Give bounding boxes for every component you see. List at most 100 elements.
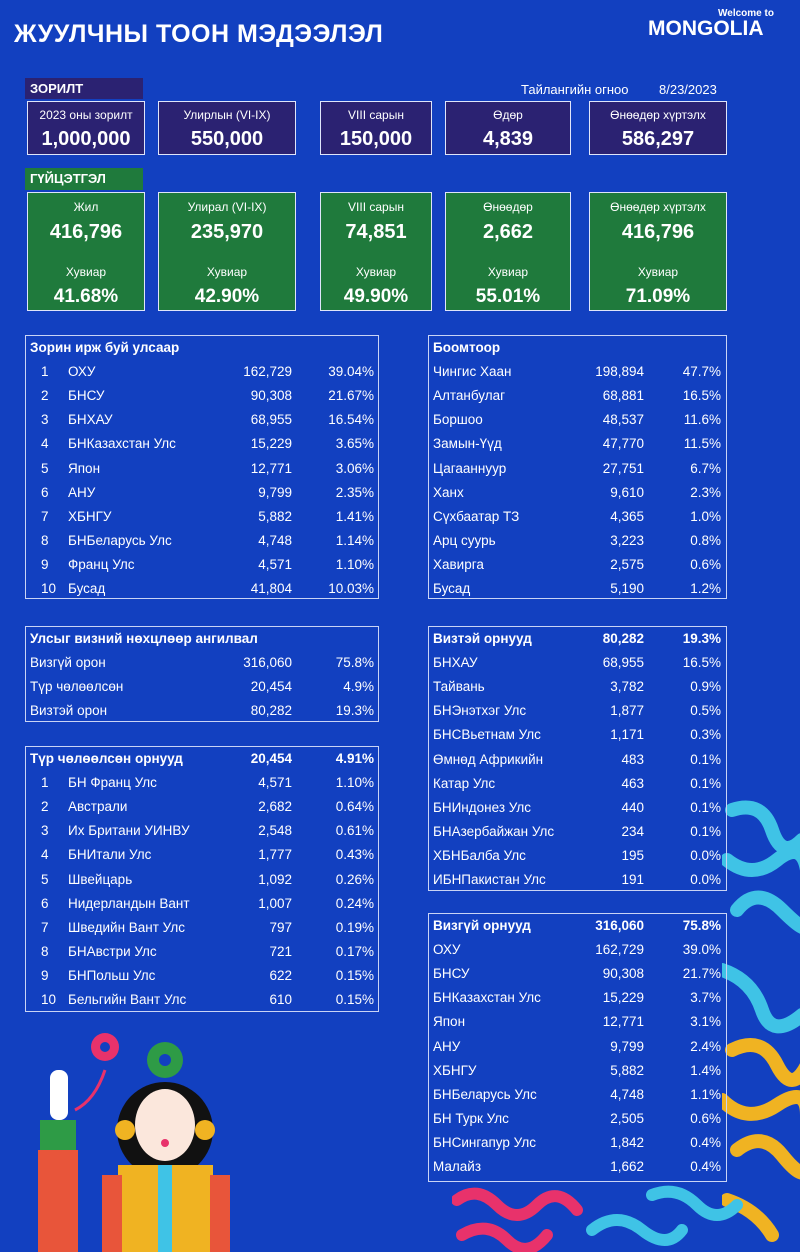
row-value: 9,799 — [258, 484, 292, 500]
card-pct: 49.90% — [343, 286, 409, 307]
card-pct-label: Хувиар — [206, 265, 248, 279]
row-pct: 3.65% — [335, 436, 374, 452]
row-pct: 39.04% — [328, 364, 374, 380]
row-value: 12,771 — [602, 1014, 644, 1030]
performance-card: Өнөөдөр хүртэлх 416,796 Хувиар 71.09% — [589, 192, 727, 311]
row-name: Түр чөлөөлсөн — [30, 679, 124, 695]
row-name: Боршоо — [433, 412, 483, 428]
card-label: Өдөр — [493, 108, 523, 122]
card-value: 416,796 — [621, 221, 695, 243]
row-pct: 0.1% — [690, 823, 721, 839]
row-value: 68,955 — [250, 412, 292, 428]
table-header-pct: 4.91% — [335, 751, 374, 766]
report-label: Тайлангийн огноо — [521, 82, 629, 97]
row-name: АНУ — [433, 1038, 461, 1054]
targets-heading: ЗОРИЛТ — [25, 78, 143, 99]
row-pct: 3.1% — [690, 1014, 721, 1030]
table-temp-exempt: Түр чөлөөлсөн орнууд 20,454 4.91% 1 БН Франц… — [25, 746, 379, 1012]
row-value: 721 — [269, 943, 292, 959]
row-name: Бусад — [68, 581, 106, 596]
row-pct: 0.4% — [690, 1134, 721, 1150]
row-number: 3 — [41, 823, 49, 839]
row-value: 80,282 — [250, 703, 292, 719]
row-pct: 0.17% — [335, 943, 374, 959]
row-value: 483 — [621, 751, 644, 767]
row-value: 4,748 — [610, 1086, 644, 1102]
row-pct: 16.5% — [682, 388, 721, 404]
table-countries: Зорин ирж буй улсаар 1 ОХУ 162,729 39.04% 2 БН… — [25, 335, 379, 599]
card-value: 4,839 — [482, 128, 534, 150]
row-name: ОХУ — [433, 942, 461, 958]
brand: MONGOLIA — [648, 17, 764, 40]
row-value: 27,751 — [602, 460, 644, 476]
row-pct: 1.10% — [335, 556, 374, 572]
row-number: 8 — [41, 532, 49, 548]
row-value: 3,782 — [610, 679, 644, 695]
row-value: 2,575 — [610, 556, 644, 572]
target-card: 2023 оны зорилт 1,000,000 — [27, 101, 145, 155]
table-title: Зорин ирж буй улсаар — [30, 340, 180, 355]
card-value: 2,662 — [482, 221, 534, 243]
row-number: 8 — [41, 943, 49, 959]
row-pct: 3.06% — [335, 460, 374, 476]
row-value: 316,060 — [243, 655, 292, 671]
row-number: 7 — [41, 919, 49, 935]
card-label: 2023 оны зорилт — [39, 108, 133, 122]
page-title: ЖУУЛЧНЫ ТООН МЭДЭЭЛЭЛ — [14, 20, 384, 48]
row-number: 10 — [41, 581, 57, 596]
row-pct: 39.0% — [682, 942, 721, 958]
row-pct: 0.4% — [690, 1159, 721, 1174]
row-name: ХБНГУ — [433, 1062, 477, 1078]
row-pct: 1.2% — [690, 581, 721, 596]
card-value: 586,297 — [621, 128, 695, 150]
card-label: VIII сарын — [348, 200, 404, 214]
row-name: БНКазахстан Улс — [433, 990, 541, 1006]
row-pct: 3.7% — [690, 990, 721, 1006]
row-pct: 0.64% — [335, 799, 374, 815]
card-pct-label: Хувиар — [637, 265, 679, 279]
row-name: БН Турк Улс — [433, 1110, 509, 1126]
table-header-value: 80,282 — [602, 631, 644, 646]
row-name: Бельгийн Вант Улс — [68, 992, 187, 1007]
row-value: 68,955 — [602, 655, 644, 671]
card-pct: 42.90% — [194, 286, 260, 307]
row-name: Чингис Хаан — [433, 364, 512, 380]
card-label: Өнөөдөр хүртэлх — [610, 108, 706, 122]
row-name: Австрали — [68, 799, 128, 815]
row-value: 1,877 — [610, 703, 644, 719]
row-pct: 1.1% — [690, 1086, 721, 1102]
card-pct: 41.68% — [53, 286, 119, 307]
card-value: 550,000 — [190, 128, 264, 150]
row-value: 9,799 — [610, 1038, 644, 1054]
row-value: 198,894 — [595, 364, 644, 380]
row-number: 6 — [41, 895, 49, 911]
row-name: Япон — [433, 1014, 466, 1030]
row-name: Сүхбаатар ТЗ — [433, 508, 520, 524]
row-name: Катар Улс — [433, 775, 496, 791]
row-value: 2,505 — [610, 1110, 644, 1126]
row-pct: 0.1% — [690, 775, 721, 791]
row-value: 15,229 — [602, 990, 644, 1006]
row-value: 12,771 — [250, 460, 292, 476]
row-pct: 0.15% — [335, 967, 374, 983]
card-value: 150,000 — [339, 128, 413, 150]
row-name: ОХУ — [68, 364, 96, 380]
row-value: 1,092 — [258, 871, 292, 887]
row-name: БНПольш Улс — [68, 967, 156, 983]
row-value: 622 — [269, 967, 292, 983]
row-pct: 16.54% — [328, 412, 374, 428]
target-card: Өдөр 4,839 — [445, 101, 571, 155]
row-pct: 6.7% — [690, 460, 721, 476]
card-pct: 71.09% — [625, 286, 691, 307]
row-pct: 11.6% — [683, 412, 721, 428]
row-value: 2,682 — [258, 799, 292, 815]
target-card: Улирлын (VI-IX) 550,000 — [158, 101, 296, 155]
row-value: 1,662 — [610, 1159, 644, 1174]
performance-card: VIII сарын 74,851 Хувиар 49.90% — [320, 192, 432, 311]
row-name: Япон — [68, 460, 101, 476]
row-name: Визгүй орон — [30, 655, 106, 671]
row-pct: 0.61% — [335, 823, 374, 839]
table-ports: Боомтоор Чингис Хаан 198,894 47.7% Алтанбула… — [428, 335, 727, 599]
row-name: ХБНГУ — [68, 508, 112, 524]
